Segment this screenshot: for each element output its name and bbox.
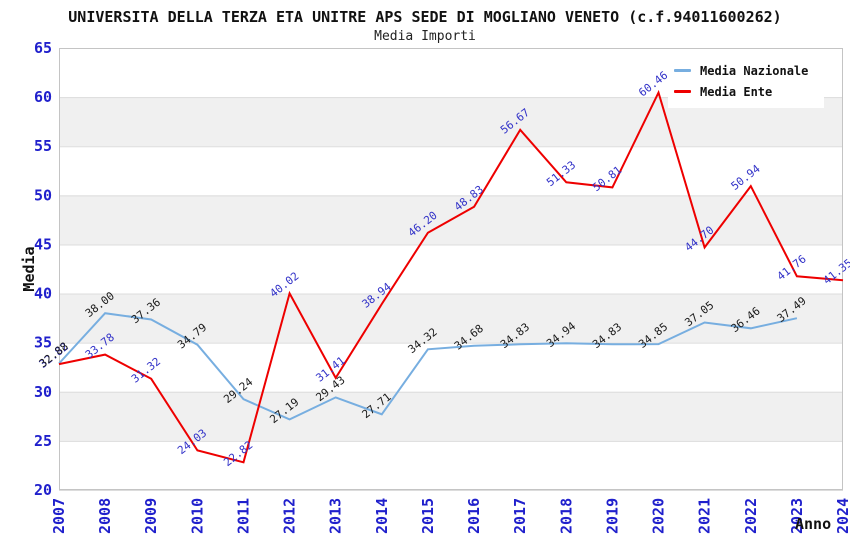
data-label-media-ente: 50.81 xyxy=(590,164,624,195)
x-tick-label: 2014 xyxy=(373,498,391,534)
data-label-media-ente: 60.46 xyxy=(636,69,670,100)
data-label-media-ente: 22.82 xyxy=(221,438,255,469)
x-tick-label: 2008 xyxy=(96,498,114,534)
chart-title: UNIVERSITA DELLA TERZA ETA UNITRE APS SE… xyxy=(68,8,782,26)
chart-legend: Media Nazionale Media Ente xyxy=(668,56,824,108)
x-tick-label: 2023 xyxy=(788,498,806,534)
y-tick-label: 20 xyxy=(34,481,52,499)
x-tick-label: 2018 xyxy=(557,498,575,534)
chart-subtitle: Media Importi xyxy=(374,29,476,44)
media-nazionale-line-swatch xyxy=(674,69,691,72)
x-tick-label: 2010 xyxy=(188,498,206,534)
legend-label-media-nazionale: Media Nazionale xyxy=(700,63,809,78)
x-tick-label: 2020 xyxy=(650,498,668,534)
legend-item-media-ente: Media Ente xyxy=(674,81,824,102)
y-tick-label: 25 xyxy=(34,432,52,450)
x-tick-label: 2007 xyxy=(50,498,68,534)
series-line-media-ente xyxy=(58,89,844,464)
y-axis-title: Media xyxy=(20,246,38,291)
y-tick-label: 50 xyxy=(34,186,52,204)
x-tick-label: 2012 xyxy=(281,498,299,534)
background-band xyxy=(59,391,843,441)
x-tick-label: 2013 xyxy=(327,498,345,534)
background-band xyxy=(59,293,843,343)
data-label-media-ente: 31.32 xyxy=(129,355,163,386)
x-tick-label: 2009 xyxy=(142,498,160,534)
x-tick-label: 2019 xyxy=(603,498,621,534)
media-ente-line-swatch xyxy=(674,90,691,93)
x-tick-label: 2015 xyxy=(419,498,437,534)
y-tick-label: 35 xyxy=(34,334,52,352)
data-label-media-ente: 50.94 xyxy=(729,162,763,193)
y-tick-label: 30 xyxy=(34,383,52,401)
y-tick-label: 65 xyxy=(34,39,52,57)
legend-item-media-nazionale: Media Nazionale xyxy=(674,60,824,81)
x-tick-label: 2017 xyxy=(511,498,529,534)
x-tick-label: 2011 xyxy=(235,498,253,534)
y-tick-label: 55 xyxy=(34,137,52,155)
data-label-media-ente: 41.35 xyxy=(821,256,850,287)
legend-label-media-ente: Media Ente xyxy=(700,84,773,99)
plot-border xyxy=(59,48,843,490)
data-label-media-ente: 41.76 xyxy=(775,252,809,283)
x-tick-label: 2024 xyxy=(834,498,850,534)
x-axis-title: Anno xyxy=(795,515,831,533)
x-tick-label: 2016 xyxy=(465,498,483,534)
x-tick-label: 2022 xyxy=(742,498,760,534)
series-line-media-nazionale xyxy=(58,312,798,421)
y-tick-label: 60 xyxy=(34,88,52,106)
y-tick-label: 45 xyxy=(34,235,52,253)
y-tick-label: 40 xyxy=(34,285,52,303)
x-tick-label: 2021 xyxy=(696,498,714,534)
